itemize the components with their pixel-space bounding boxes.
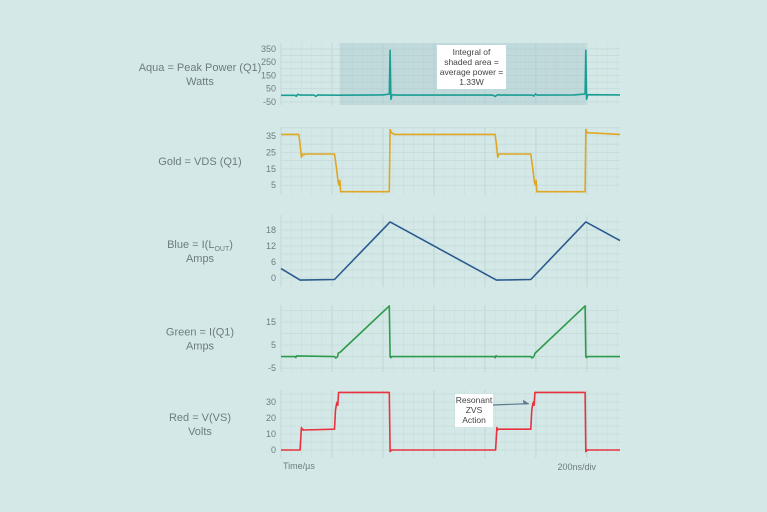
- panel-label: Volts: [188, 426, 212, 438]
- y-tick-label: 10: [266, 429, 276, 439]
- annotation-text: 1.33W: [459, 77, 484, 87]
- y-tick-label: 12: [266, 241, 276, 251]
- series-line: [281, 128, 621, 193]
- panel-label: Green = I(Q1): [166, 327, 234, 339]
- y-tick-label: 5: [271, 180, 276, 190]
- annotation-box: [437, 45, 506, 89]
- y-tick-label: -50: [263, 97, 276, 107]
- y-tick-label: 18: [266, 225, 276, 235]
- series-line: [281, 305, 620, 359]
- y-tick-label: 5: [271, 340, 276, 350]
- panel-2: 18 12 6 0 Blue = I(LOUT)Amps: [167, 215, 621, 287]
- panel-label: Watts: [186, 76, 214, 88]
- panel-3: 15 5 -5 Green = I(Q1) Amps: [166, 305, 620, 373]
- y-tick-label: 0: [271, 445, 276, 455]
- panel-label: Aqua = Peak Power (Q1): [139, 62, 262, 74]
- panel-1: 35 25 15 5 Gold = VDS (Q1): [158, 127, 621, 195]
- panel-label: Amps: [186, 341, 215, 353]
- y-tick-label: 350: [261, 44, 276, 54]
- series-line: [280, 221, 621, 281]
- annotation-arrow: [492, 403, 529, 406]
- x-scale-label: 200ns/div: [557, 462, 596, 472]
- x-axis-label: Time/µs: [283, 461, 315, 471]
- panel-label: Blue = I(LOUT): [167, 239, 233, 253]
- y-tick-label: 25: [266, 147, 276, 157]
- y-tick-label: 15: [266, 317, 276, 327]
- y-tick-label: 6: [271, 257, 276, 267]
- y-tick-label: 20: [266, 413, 276, 423]
- y-tick-label: 150: [261, 70, 276, 80]
- series-line: [281, 391, 620, 453]
- y-tick-label: 30: [266, 397, 276, 407]
- y-tick-label: 0: [271, 273, 276, 283]
- series-line: [281, 49, 621, 101]
- annotation-text: shaded area =: [444, 57, 499, 67]
- panel-label: Gold = VDS (Q1): [158, 156, 241, 168]
- y-tick-label: -5: [268, 363, 276, 373]
- annotation-text: average power =: [440, 67, 504, 77]
- panel-label: Red = V(VS): [169, 412, 231, 424]
- annotation-text: Action: [462, 415, 486, 425]
- arrowhead-icon: [522, 399, 529, 405]
- annotation-box: [455, 394, 493, 427]
- annotation-text: ZVS: [466, 405, 483, 415]
- y-tick-label: 250: [261, 57, 276, 67]
- y-tick-label: 50: [266, 84, 276, 94]
- panel-label: Amps: [186, 253, 215, 265]
- y-tick-label: 35: [266, 131, 276, 141]
- y-tick-label: 15: [266, 164, 276, 174]
- panel-0: 350 250 150 50 -50 Aqua = Peak Power (Q1) Watt…: [139, 43, 621, 107]
- annotation-text: Resonant: [456, 395, 493, 405]
- annotation-text: Integral of: [453, 47, 491, 57]
